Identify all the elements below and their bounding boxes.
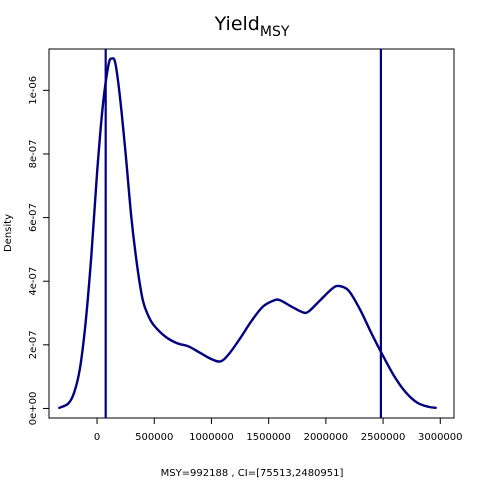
y-tick-label: 2e-07 xyxy=(28,330,39,359)
x-tick-label: 1000000 xyxy=(189,432,234,443)
x-tick-label: 0 xyxy=(94,432,100,443)
x-tick-label: 1500000 xyxy=(246,432,291,443)
series-group xyxy=(58,57,437,410)
chart-title: YieldMSY xyxy=(214,13,290,40)
x-tick-label: 3000000 xyxy=(418,432,463,443)
chart-title-subscript: MSY xyxy=(260,24,290,40)
x-tick-label: 2000000 xyxy=(304,432,349,443)
y-tick-label: 6e-07 xyxy=(28,203,39,232)
chart-title-main: Yield xyxy=(214,13,260,35)
y-tick-label: 1e-06 xyxy=(28,76,39,105)
reference-lines xyxy=(104,49,382,418)
y-axis: 0e+00 2e-07 4e-07 6e-07 8e-07 1e-06 xyxy=(28,76,50,426)
y-axis-label: Density xyxy=(3,214,14,252)
y-tick-label: 8e-07 xyxy=(28,140,39,169)
x-axis: 0 500000 1000000 1500000 2000000 2500000 30000… xyxy=(94,417,463,443)
density-curve xyxy=(58,57,437,410)
x-tick-label: 2500000 xyxy=(361,432,406,443)
y-tick-label: 4e-07 xyxy=(28,267,39,296)
x-tick-label: 500000 xyxy=(135,432,173,443)
y-tick-label: 0e+00 xyxy=(28,392,39,426)
x-axis-label: MSY=992188 , CI=[75513,2480951] xyxy=(161,468,344,479)
